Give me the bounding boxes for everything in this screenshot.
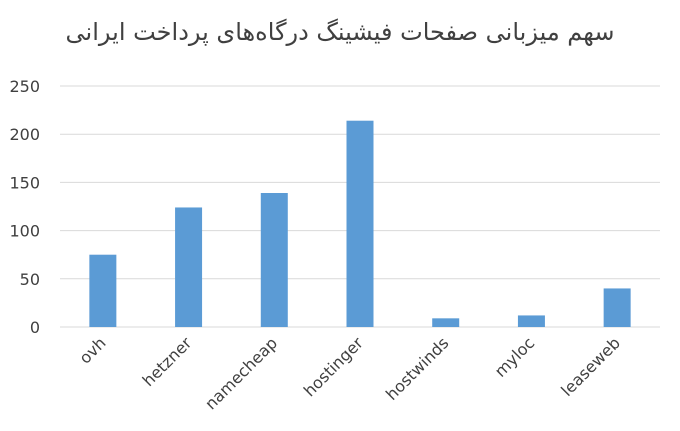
x-tick-label: leaseweb [557,333,624,400]
bar [89,254,117,327]
x-tick-label: ovh [75,333,109,367]
bar [260,193,288,327]
bar [432,318,460,327]
x-tick-label: myloc [491,333,538,380]
bar [603,288,631,327]
y-tick-label: 0 [30,318,40,337]
y-tick-label: 150 [9,173,40,192]
y-tick-label: 200 [9,125,40,144]
y-tick-label: 100 [9,222,40,241]
x-tick-label: hostinger [300,333,367,400]
x-tick-label: hostwinds [382,333,453,404]
y-tick-label: 250 [9,77,40,96]
bar [517,315,545,327]
x-tick-label: hetzner [139,333,196,390]
bar [175,207,203,327]
chart-title: سهم میزبانی صفحات فیشینگ درگاه‌های پرداخ… [65,18,615,46]
bar [346,120,374,327]
y-tick-label: 50 [20,270,40,289]
x-tick-label: namecheap [201,333,281,413]
